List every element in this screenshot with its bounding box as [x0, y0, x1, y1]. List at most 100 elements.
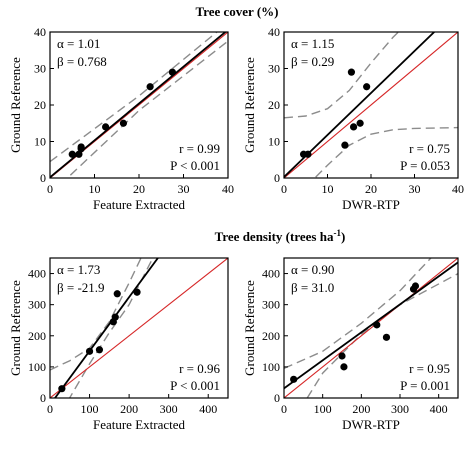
ci-lower-line-b — [313, 126, 458, 178]
data-point-a-5 — [119, 119, 128, 127]
x-tick-label-c-3: 300 — [160, 402, 178, 416]
data-point-a-0 — [68, 150, 76, 158]
fit-line-d — [284, 261, 458, 390]
y-tick-label-b-1: 10 — [268, 135, 280, 149]
x-axis-label-d: DWR-RTP — [342, 417, 400, 432]
y-tick-label-d-0: 0 — [274, 391, 280, 405]
y-axis-label-d: Ground Reference — [242, 280, 257, 376]
x-tick-label-c-0: 0 — [47, 402, 53, 416]
y-tick-label-c-0: 0 — [40, 391, 46, 405]
data-point-c-5 — [113, 290, 121, 298]
section-title-tree-density-sup: -1 — [333, 228, 341, 238]
one-to-one-line-d — [284, 258, 458, 398]
y-tick-label-b-0: 0 — [274, 171, 280, 185]
fit-line-c — [53, 258, 160, 398]
x-tick-label-d-1: 100 — [314, 402, 332, 416]
x-axis-label-b: DWR-RTP — [342, 197, 400, 212]
data-point-c-0 — [58, 385, 66, 393]
data-point-b-4 — [350, 123, 358, 131]
x-tick-label-b-1: 10 — [322, 182, 334, 196]
x-tick-label-d-2: 200 — [352, 402, 370, 416]
data-point-b-5 — [356, 119, 364, 127]
x-tick-label-b-3: 30 — [409, 182, 421, 196]
x-tick-label-b-0: 0 — [281, 182, 287, 196]
y-tick-label-c-4: 400 — [28, 267, 46, 281]
ci-upper-line-b — [284, 32, 400, 119]
section-title-tree-cover: Tree cover (%) — [195, 4, 278, 19]
fit-line-b — [284, 32, 436, 178]
y-tick-label-d-1: 100 — [262, 360, 280, 374]
data-point-b-6 — [363, 83, 371, 91]
data-point-b-3 — [347, 68, 356, 76]
r-annotation-d: r = 0.95 — [409, 361, 450, 376]
y-axis-label-a: Ground Reference — [8, 57, 23, 153]
x-tick-label-d-4: 400 — [430, 402, 448, 416]
x-tick-label-b-2: 20 — [365, 182, 377, 196]
x-tick-label-a-4: 40 — [222, 182, 234, 196]
data-point-a-6 — [146, 83, 154, 91]
ci-lower-line-d — [306, 272, 458, 398]
data-point-d-2 — [340, 363, 348, 371]
r-annotation-a: r = 0.99 — [179, 141, 220, 156]
y-axis-label-c: Ground Reference — [8, 280, 23, 376]
y-tick-label-a-1: 10 — [34, 135, 46, 149]
alpha-annotation-b: α = 1.15 — [291, 36, 334, 51]
y-tick-label-a-4: 40 — [34, 25, 46, 39]
ci-upper-line-d — [284, 258, 432, 370]
x-tick-label-a-2: 20 — [133, 182, 145, 196]
data-point-b-2 — [341, 141, 349, 149]
one-to-one-line-b — [284, 32, 458, 178]
data-point-d-1 — [338, 352, 346, 360]
data-point-d-6 — [411, 282, 420, 290]
y-axis-label-b: Ground Reference — [242, 57, 257, 153]
x-tick-label-a-0: 0 — [47, 182, 53, 196]
scatter-panel-d: 0 100 200 300 400 0 100 200 300 400 DWR-RTP Ground … — [242, 257, 459, 432]
data-point-a-1 — [75, 150, 83, 158]
x-tick-label-c-4: 400 — [199, 402, 217, 416]
scatter-panel-b: 0 10 20 30 40 0 10 20 30 40 DWR-RTP Ground Referenc… — [242, 25, 464, 212]
p-annotation-c: P < 0.001 — [170, 378, 220, 393]
p-annotation-b: P = 0.053 — [400, 158, 450, 173]
y-tick-label-c-1: 100 — [28, 360, 46, 374]
y-tick-label-d-3: 300 — [262, 298, 280, 312]
x-tick-label-d-0: 0 — [281, 402, 287, 416]
y-tick-label-a-2: 20 — [34, 98, 46, 112]
r-annotation-b: r = 0.75 — [409, 141, 450, 156]
x-axis-label-a: Feature Extracted — [93, 197, 186, 212]
x-tick-label-a-3: 30 — [178, 182, 190, 196]
alpha-annotation-d: α = 0.90 — [291, 262, 334, 277]
data-point-d-4 — [382, 333, 391, 341]
plot-lines-b — [284, 32, 458, 178]
scatter-panel-c: 0 100 200 300 400 0 100 200 300 400 Feature Extrac… — [8, 257, 229, 432]
p-annotation-a: P < 0.001 — [170, 158, 220, 173]
scatter-panel-a: 0 10 20 30 40 0 10 20 30 40 Feature Extracted Groun… — [8, 25, 234, 212]
x-tick-label-d-3: 300 — [391, 402, 409, 416]
x-tick-label-c-2: 200 — [120, 402, 138, 416]
alpha-annotation-c: α = 1.73 — [57, 262, 100, 277]
alpha-annotation-a: α = 1.01 — [57, 36, 100, 51]
data-point-c-6 — [133, 288, 141, 296]
section-title-tree-density-close: ) — [341, 229, 345, 244]
data-point-d-0 — [290, 375, 298, 383]
y-tick-label-a-0: 0 — [40, 171, 46, 185]
beta-annotation-a: β = 0.768 — [57, 54, 107, 69]
y-tick-label-d-4: 400 — [262, 267, 280, 281]
x-axis-label-c: Feature Extracted — [93, 417, 186, 432]
y-tick-label-b-2: 20 — [268, 98, 280, 112]
data-point-c-1 — [85, 347, 94, 355]
data-point-c-2 — [95, 346, 104, 354]
x-tick-label-a-1: 10 — [89, 182, 101, 196]
y-tick-label-a-3: 30 — [34, 62, 46, 76]
x-tick-label-b-4: 40 — [452, 182, 464, 196]
y-tick-label-b-4: 40 — [268, 25, 280, 39]
beta-annotation-d: β = 31.0 — [291, 280, 334, 295]
data-point-d-3 — [373, 321, 381, 329]
data-point-b-1 — [304, 150, 312, 158]
beta-annotation-b: β = 0.29 — [291, 54, 334, 69]
plot-lines-d — [284, 258, 458, 398]
y-tick-label-b-3: 30 — [268, 62, 280, 76]
plot-frame-d — [283, 257, 459, 399]
y-tick-label-c-2: 200 — [28, 329, 46, 343]
ci-upper-line-a — [50, 32, 219, 163]
